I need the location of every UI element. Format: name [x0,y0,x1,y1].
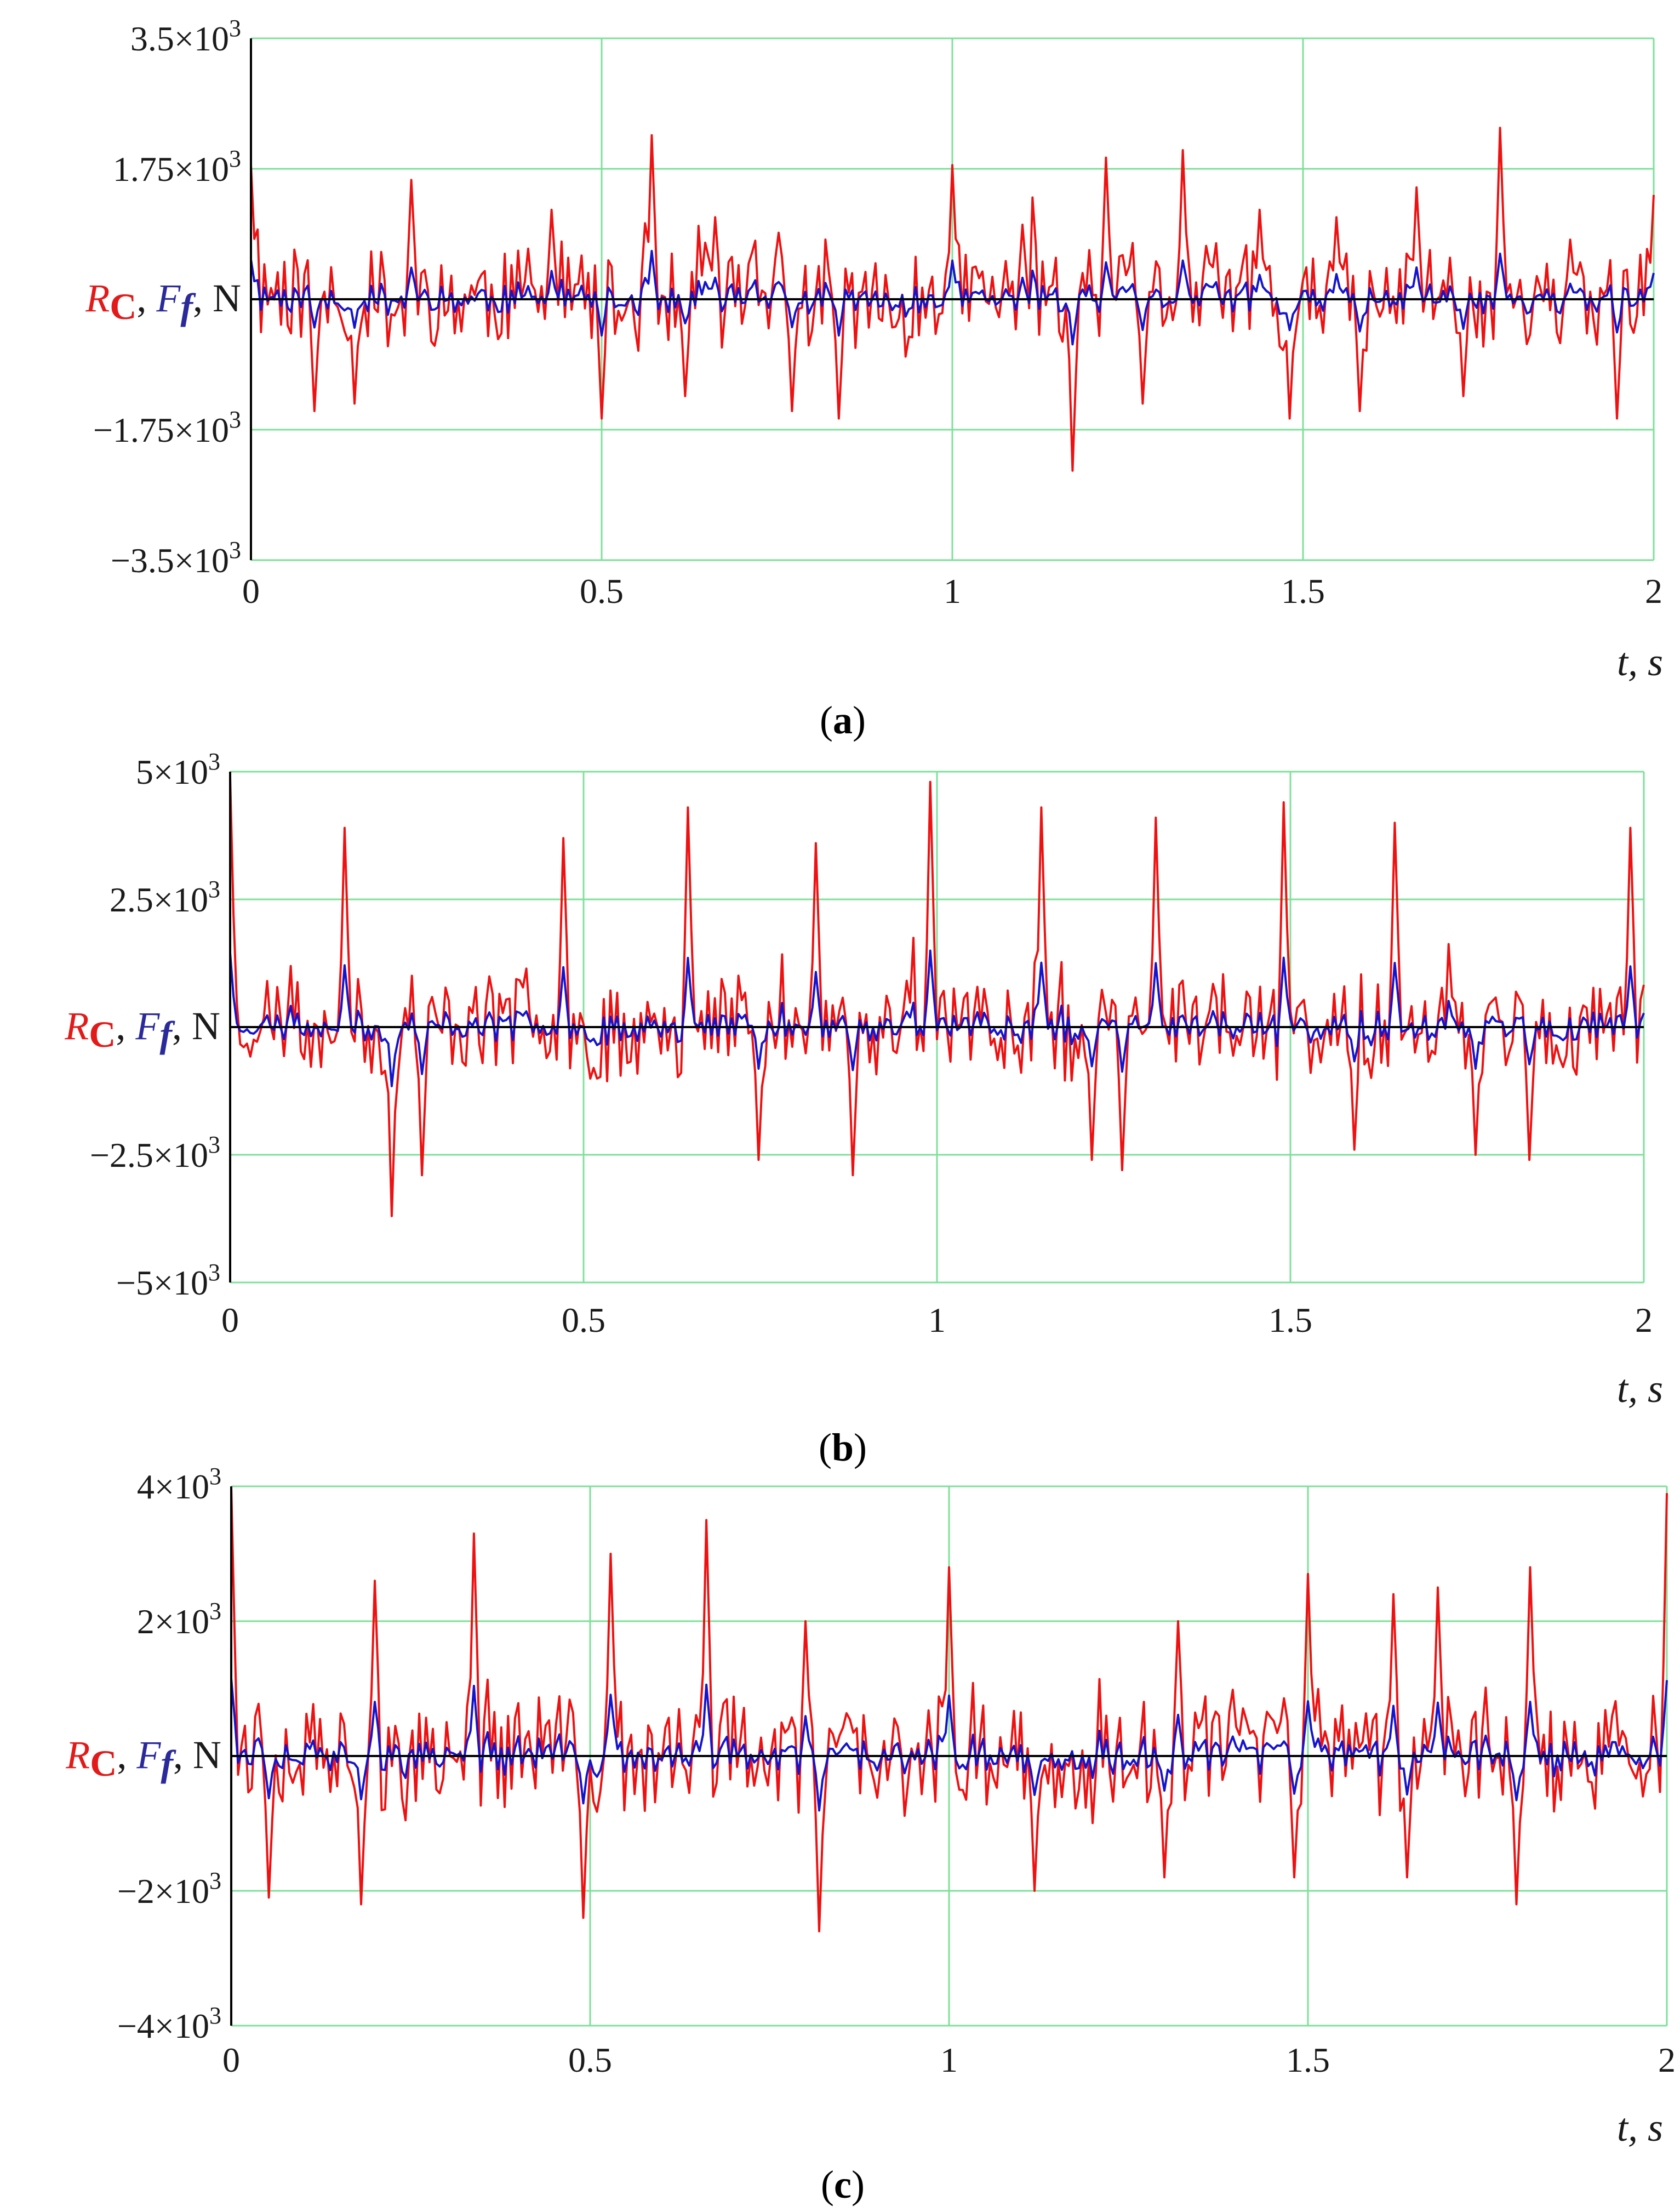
panel-b-ytick: −5×103 [116,1259,220,1302]
panel-b: 5×103 2.5×103 −2.5×103 −5×103 RC, Ff, N … [64,748,1663,1469]
panel-c-caption: (c) [821,2163,865,2207]
panel-a: 3.5×103 1.75×103 −1.75×103 −3.5×103 RC, … [85,15,1663,742]
panel-b-series-ff-line [229,949,1645,1087]
panel-a-xtick: 2 [1645,572,1662,611]
panel-a-ytick: −3.5×103 [111,537,241,580]
panel-b-caption: (b) [819,1426,867,1469]
panel-b-xtick: 0 [221,1301,239,1339]
panel-c-xtick: 1 [940,2040,958,2079]
panel-a-ytick: 3.5×103 [130,15,241,58]
panel-b-ytick: −2.5×103 [90,1131,220,1175]
panel-c-ytick: −2×103 [117,1867,221,1911]
panel-b-ylabel: RC, Ff, N [64,1004,220,1055]
panel-c-ylabel: RC, Ff, N [65,1733,221,1784]
panel-a-caption: (a) [820,698,866,742]
panel-a-ylabel: RC, Ff, N [85,276,241,327]
panel-b-xtick: 0.5 [562,1301,605,1339]
panel-a-xtick: 1.5 [1281,572,1325,611]
panel-b-ytick: 2.5×103 [110,876,220,919]
panel-b-xtick: 1 [928,1301,946,1339]
panel-b-xtick: 2 [1635,1301,1653,1339]
panel-a-xtick: 0.5 [580,572,624,611]
panel-c-xtick: 0 [222,2040,240,2079]
panel-a-xtick: 0 [242,572,260,611]
panel-c-ytick: 2×103 [137,1598,221,1641]
panel-a-series-ff-line [250,249,1655,346]
panel-a-xtick: 1 [944,572,961,611]
panel-c-xtick: 0.5 [568,2040,612,2079]
panel-b-xtick: 1.5 [1268,1301,1312,1339]
panel-b-ytick: 5×103 [136,748,220,791]
panel-a-ytick: −1.75×103 [93,406,241,449]
panel-a-ytick: 1.75×103 [113,145,241,189]
panel-c-xtick: 1.5 [1286,2040,1330,2079]
panel-a-series-rc-line [250,127,1655,472]
panel-b-xlabel: t, s [1617,1367,1663,1411]
panel-a-xlabel: t, s [1617,640,1663,684]
panel-c-ytick: −4×103 [117,2002,221,2045]
panel-c-series-ff-line [230,1678,1668,1812]
panel-c-xlabel: t, s [1617,2106,1663,2150]
panel-a-plot-area [250,127,1655,472]
panel-c-ytick: 4×103 [137,1463,221,1506]
panel-c-plot-area [230,1486,1668,1932]
panel-c: 4×103 2×103 −2×103 −4×103 RC, Ff, N 0 0.… [65,1463,1676,2207]
panel-c-xtick: 2 [1658,2040,1676,2079]
